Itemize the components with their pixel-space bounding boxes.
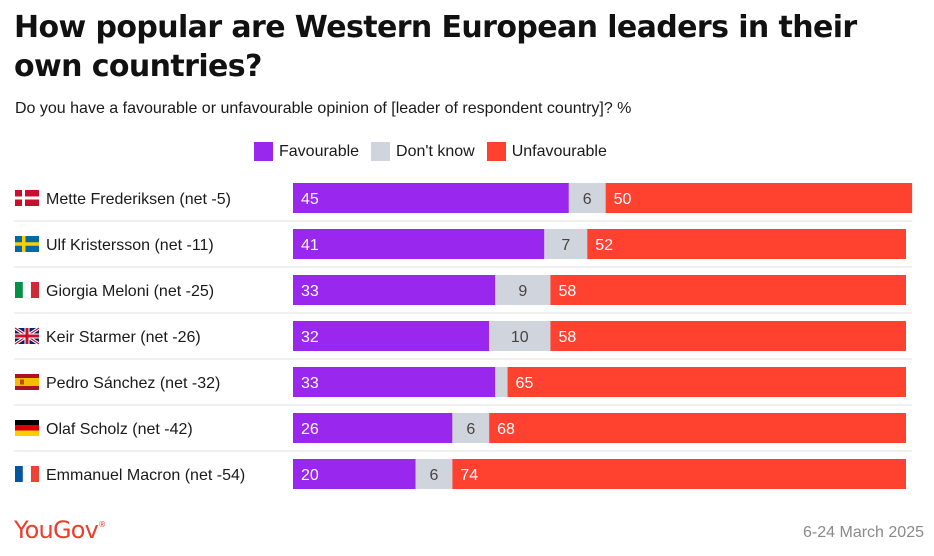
survey-date: 6-24 March 2025: [803, 524, 924, 541]
legend: Favourable Don't know Unfavourable: [254, 142, 619, 161]
denmark-flag: [15, 190, 39, 206]
flag-stripe-blue: [15, 466, 23, 482]
sweden-flag: [15, 236, 39, 252]
bar-unfavourable: [489, 413, 906, 443]
bar-unfavourable: [605, 183, 913, 213]
data-label: 58: [558, 283, 576, 300]
bar-unfavourable: [587, 229, 906, 259]
data-label: 20: [301, 467, 319, 484]
logo-text: YouGov: [14, 516, 99, 544]
flag-stripe-red-top: [15, 374, 39, 378]
bar-dont-know: [489, 321, 551, 351]
bar-row: Ulf Kristersson (net -11) 41 7 52: [14, 229, 912, 268]
category-label: Mette Frederiksen (net -5): [46, 191, 231, 208]
bar-favourable: [293, 275, 496, 305]
yougov-logo: YouGov®: [14, 516, 106, 544]
bar-row: Keir Starmer (net -26) 32 10 58: [14, 321, 912, 360]
category-label: Olaf Scholz (net -42): [46, 421, 193, 438]
data-label: 58: [558, 329, 576, 346]
bar-dont-know: [568, 183, 606, 213]
flag-cross-h-red: [15, 334, 39, 338]
spain-flag: [15, 374, 39, 390]
italy-flag: [15, 281, 39, 299]
data-label: 68: [497, 421, 515, 438]
data-label: 33: [301, 283, 319, 300]
flag-cross-h: [15, 196, 39, 200]
flag-stripe-red: [15, 425, 39, 431]
flag-stripe-black: [15, 420, 39, 426]
data-label: 32: [301, 329, 319, 346]
bar-dont-know: [544, 229, 588, 259]
flag-stripe-white: [22, 281, 32, 299]
data-label: 45: [301, 191, 319, 208]
bar-favourable: [293, 459, 416, 489]
flag-stripe-gold: [15, 430, 39, 436]
category-label: Ulf Kristersson (net -11): [46, 237, 214, 254]
legend-swatch-unfavourable: [486, 142, 506, 161]
france-flag: [15, 465, 39, 483]
data-label: 6: [466, 421, 475, 438]
data-label: 9: [518, 283, 527, 300]
flag-stripe-green: [15, 282, 23, 298]
data-label: 26: [301, 421, 319, 438]
bar-unfavourable: [550, 321, 906, 351]
data-label: 33: [301, 375, 319, 392]
bar-favourable: [293, 367, 496, 397]
data-label: 6: [430, 467, 439, 484]
data-label: 74: [460, 467, 478, 484]
data-label: 65: [516, 375, 534, 392]
legend-swatch-favourable: [254, 142, 273, 161]
data-label: 41: [301, 237, 319, 254]
data-label: 50: [614, 191, 632, 208]
bar-favourable: [293, 413, 453, 443]
bar-row: Mette Frederiksen (net -5) 45 6 50: [14, 183, 913, 222]
flag-cross-h: [15, 242, 39, 246]
bar-dont-know: [415, 459, 453, 489]
data-label: 6: [583, 191, 592, 208]
flag-stripe-red: [31, 466, 39, 482]
category-label: Pedro Sánchez (net -32): [46, 375, 220, 392]
chart-subtitle: Do you have a favourable or unfavourable…: [15, 100, 632, 117]
legend-item-favourable: Favourable: [254, 142, 359, 161]
bar-unfavourable: [550, 275, 906, 305]
data-label: 10: [511, 329, 529, 346]
category-label: Keir Starmer (net -26): [46, 329, 201, 346]
category-label: Giorgia Meloni (net -25): [46, 283, 214, 300]
legend-label-dont-know: Don't know: [396, 142, 475, 160]
flag-emblem: [20, 379, 24, 385]
chart-title: How popular are Western European leaders…: [14, 10, 857, 84]
flag-stripe-red-bottom: [15, 386, 39, 390]
bar-row: Pedro Sánchez (net -32) 33 65: [14, 367, 912, 406]
bar-favourable: [293, 321, 490, 351]
bar-favourable: [293, 183, 569, 213]
legend-item-unfavourable: Unfavourable: [486, 142, 607, 161]
bar-dont-know: [495, 367, 508, 397]
bar-dont-know: [452, 413, 490, 443]
uk-flag: [14, 326, 40, 346]
data-label: 7: [561, 237, 570, 254]
germany-flag: [15, 420, 39, 436]
category-label: Emmanuel Macron (net -54): [46, 467, 245, 484]
legend-label-unfavourable: Unfavourable: [511, 142, 607, 160]
bar-dont-know: [495, 275, 551, 305]
bar-favourable: [293, 229, 545, 259]
bar-unfavourable: [507, 367, 906, 397]
flag-stripe-white: [22, 465, 32, 483]
bar-row: Giorgia Meloni (net -25) 33 9 58: [14, 275, 912, 314]
legend-label-favourable: Favourable: [279, 142, 360, 160]
bar-row: Olaf Scholz (net -42) 26 6 68: [14, 413, 912, 452]
legend-swatch-dont-know: [371, 142, 391, 161]
flag-stripe-yellow: [15, 378, 39, 386]
data-label: 52: [595, 237, 613, 254]
flag-stripe-red: [31, 282, 39, 298]
bar-unfavourable: [452, 459, 906, 489]
legend-item-dont-know: Don't know: [371, 142, 475, 161]
stacked-bar-chart: Mette Frederiksen (net -5) 45 6 50 Ulf Krist…: [14, 183, 913, 489]
bar-row: Emmanuel Macron (net -54) 20 6 74: [15, 459, 906, 489]
